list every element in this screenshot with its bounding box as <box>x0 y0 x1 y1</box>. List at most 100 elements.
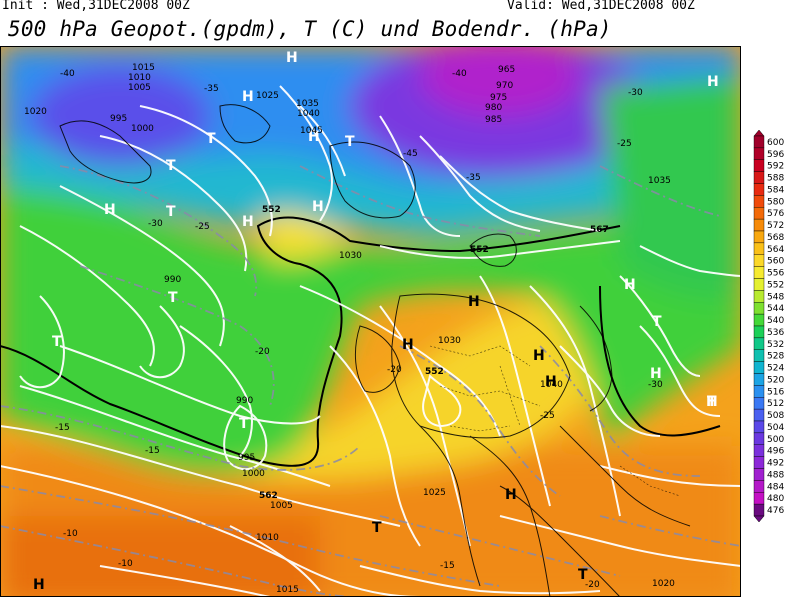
colorbar-cell <box>753 195 765 208</box>
high-marker: H <box>286 50 298 66</box>
isobar-label: 1025 <box>256 91 279 101</box>
isobar-label: 1000 <box>131 124 154 134</box>
colorbar-cell <box>753 361 765 374</box>
isotherm-label: -10 <box>118 559 133 569</box>
geopot-label: 562 <box>259 491 278 501</box>
isobar-label: 1040 <box>540 380 563 390</box>
colorbar-cell <box>753 337 765 350</box>
colorbar-label: 488 <box>767 470 784 480</box>
isobar-label: 995 <box>238 453 255 463</box>
low-marker: T <box>578 567 588 583</box>
isobar-label: 1005 <box>128 83 151 93</box>
isotherm-label: -15 <box>440 561 455 571</box>
isobar-label: 1035 <box>296 99 319 109</box>
isobar-label: 1010 <box>256 533 279 543</box>
high-marker: H <box>650 366 662 382</box>
isotherm-label: -20 <box>585 580 600 590</box>
isobar-label: 1015 <box>276 585 299 595</box>
isotherm-label: -30 <box>648 380 663 390</box>
geopot-label: 552 <box>470 245 489 255</box>
colorbar-label: 516 <box>767 387 784 397</box>
colorbar-cell <box>753 313 765 327</box>
isobar-label: 1020 <box>24 107 47 117</box>
colorbar-cell <box>753 290 765 303</box>
isobar-label: 985 <box>485 115 502 125</box>
colorbar-label: 500 <box>767 435 784 445</box>
colorbar-label: 552 <box>767 280 784 290</box>
colorbar-label: 528 <box>767 352 784 362</box>
isobar-label: 990 <box>236 396 253 406</box>
colorbar-cell <box>753 397 765 410</box>
colorbar-bottom-arrow <box>753 515 765 522</box>
colorbar-label: 496 <box>767 447 784 457</box>
isobar-label: 975 <box>490 93 507 103</box>
isobar-label: 1015 <box>132 63 155 73</box>
colorbar-cell <box>753 385 765 398</box>
colorbar-cell <box>753 218 765 232</box>
high-marker: H <box>624 277 636 293</box>
geopot-label: 552 <box>425 367 444 377</box>
high-marker: H <box>308 129 320 145</box>
high-marker: H <box>242 89 254 105</box>
colorbar-cell <box>753 159 765 172</box>
high-marker: H <box>533 348 545 364</box>
colorbar-label: 568 <box>767 233 784 243</box>
isobar-label: 1000 <box>242 469 265 479</box>
init-label: Init : Wed,31DEC2008 00Z <box>2 0 190 13</box>
colorbar-label: 600 <box>767 138 784 148</box>
colorbar-label: 576 <box>767 209 784 219</box>
colorbar-label: 592 <box>767 162 784 172</box>
colorbar-cell <box>753 432 765 445</box>
colorbar-cell <box>753 207 765 220</box>
colorbar-label: 480 <box>767 494 784 504</box>
low-marker: T <box>372 520 382 536</box>
isotherm-label: -40 <box>60 69 75 79</box>
isobar-label: 970 <box>496 81 513 91</box>
colorbar-cell <box>753 183 765 196</box>
geopot-552-contour-east <box>599 285 721 437</box>
isotherm-label: -15 <box>145 446 160 456</box>
low-marker: T <box>652 314 662 330</box>
isotherm-label: -30 <box>628 88 643 98</box>
colorbar-label: 524 <box>767 364 784 374</box>
geopot-label: 552 <box>262 205 281 215</box>
isobar-label: 990 <box>164 275 181 285</box>
high-marker: H <box>242 214 254 230</box>
colorbar-label: 512 <box>767 399 784 409</box>
isobar-label: 995 <box>110 114 127 124</box>
isobar-label: 965 <box>498 65 515 75</box>
colorbar-cell <box>753 349 765 362</box>
isotherm-label: -45 <box>403 149 418 159</box>
map-title: 500 hPa Geopot.(gpdm), T (C) und Bodendr… <box>8 17 612 41</box>
isobar-label: 1030 <box>339 251 362 261</box>
colorbar-cell <box>753 147 765 160</box>
low-marker: T <box>168 290 178 306</box>
colorbar-label: 508 <box>767 411 784 421</box>
isobar-label: 1030 <box>438 336 461 346</box>
colorbar-cell <box>753 230 765 244</box>
high-marker: H <box>402 337 414 353</box>
colorbar-cell <box>753 278 765 291</box>
high-marker: H <box>545 374 557 390</box>
colorbar-cell <box>753 171 765 184</box>
colorbar-top-arrow <box>753 130 765 137</box>
weather-map: H H H H H H H H H H H H H H H H T T T T … <box>0 46 741 597</box>
high-marker: H <box>33 577 45 593</box>
colorbar-cell <box>753 420 765 434</box>
high-marker: H <box>104 202 116 218</box>
isotherm-label: -35 <box>204 84 219 94</box>
geopot-label: 567 <box>590 225 609 235</box>
colorbar-label: 556 <box>767 269 784 279</box>
colorbar-cell <box>753 242 765 255</box>
colorbar-cell <box>753 325 765 339</box>
low-marker: T <box>345 134 355 150</box>
geopot-552-contour <box>0 216 621 467</box>
isotherm-label: -25 <box>617 139 632 149</box>
isotherm-label: -25 <box>195 222 210 232</box>
colorbar-cell <box>753 444 765 457</box>
colorbar-label: 544 <box>767 304 784 314</box>
isobar-label: 1040 <box>297 109 320 119</box>
high-marker: H <box>312 199 324 215</box>
colorbar-label: 492 <box>767 459 784 469</box>
